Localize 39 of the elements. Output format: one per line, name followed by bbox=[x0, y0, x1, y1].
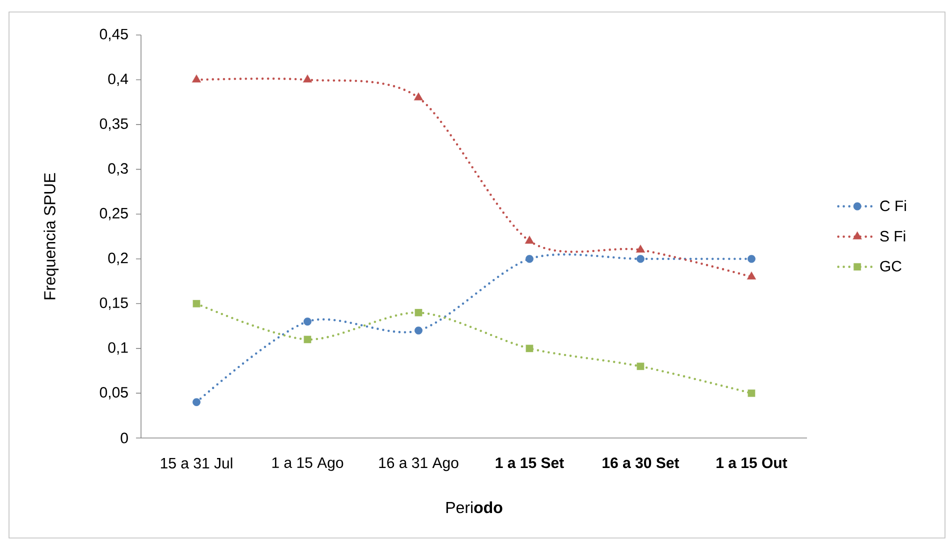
legend-label: C Fi bbox=[880, 200, 906, 212]
y-tick-label: 0,1 bbox=[108, 342, 128, 355]
x-tick-label: 15 a 31 Jul bbox=[160, 458, 232, 469]
y-tick-label: 0,3 bbox=[108, 163, 128, 176]
point bbox=[526, 254, 534, 263]
point bbox=[526, 344, 534, 352]
point bbox=[414, 308, 422, 316]
point bbox=[748, 254, 756, 263]
x-tick-label: 1 a 15 Out bbox=[716, 458, 788, 468]
y-tick-label: 0,45 bbox=[100, 28, 128, 42]
y-tick-label: 0,35 bbox=[100, 118, 128, 131]
point bbox=[192, 300, 200, 308]
x-tick-label: 1 a 15 Ago bbox=[272, 458, 344, 471]
x-tick-label: 1 a 15 Set bbox=[496, 458, 564, 468]
x-axis-title: Periodo bbox=[446, 501, 502, 514]
point bbox=[414, 92, 424, 100]
point bbox=[636, 254, 644, 263]
y-tick-label: 0,4 bbox=[108, 74, 128, 86]
y-tick-label: 0,15 bbox=[100, 297, 128, 310]
point bbox=[636, 362, 644, 370]
point bbox=[748, 390, 756, 397]
x-tick-label: 16 a 30 Set bbox=[602, 458, 680, 468]
point bbox=[636, 244, 646, 253]
point bbox=[414, 326, 422, 334]
point bbox=[192, 398, 200, 406]
point bbox=[524, 236, 534, 244]
y-tick-label: 0,05 bbox=[100, 387, 128, 400]
point bbox=[192, 74, 202, 82]
x-tick-label: 16 a 31 Ago bbox=[379, 458, 458, 472]
y-tick-label: 0,25 bbox=[100, 208, 128, 220]
y-tick-label: 0 bbox=[120, 432, 128, 444]
point bbox=[304, 336, 312, 344]
legend-label: GC bbox=[880, 260, 902, 272]
y-axis-title: Frequencia SPUE bbox=[44, 173, 59, 300]
y-tick-label: 0,2 bbox=[108, 252, 128, 266]
point bbox=[304, 318, 312, 326]
point bbox=[746, 272, 756, 280]
point bbox=[302, 74, 312, 82]
legend-label: S Fi bbox=[880, 230, 906, 242]
